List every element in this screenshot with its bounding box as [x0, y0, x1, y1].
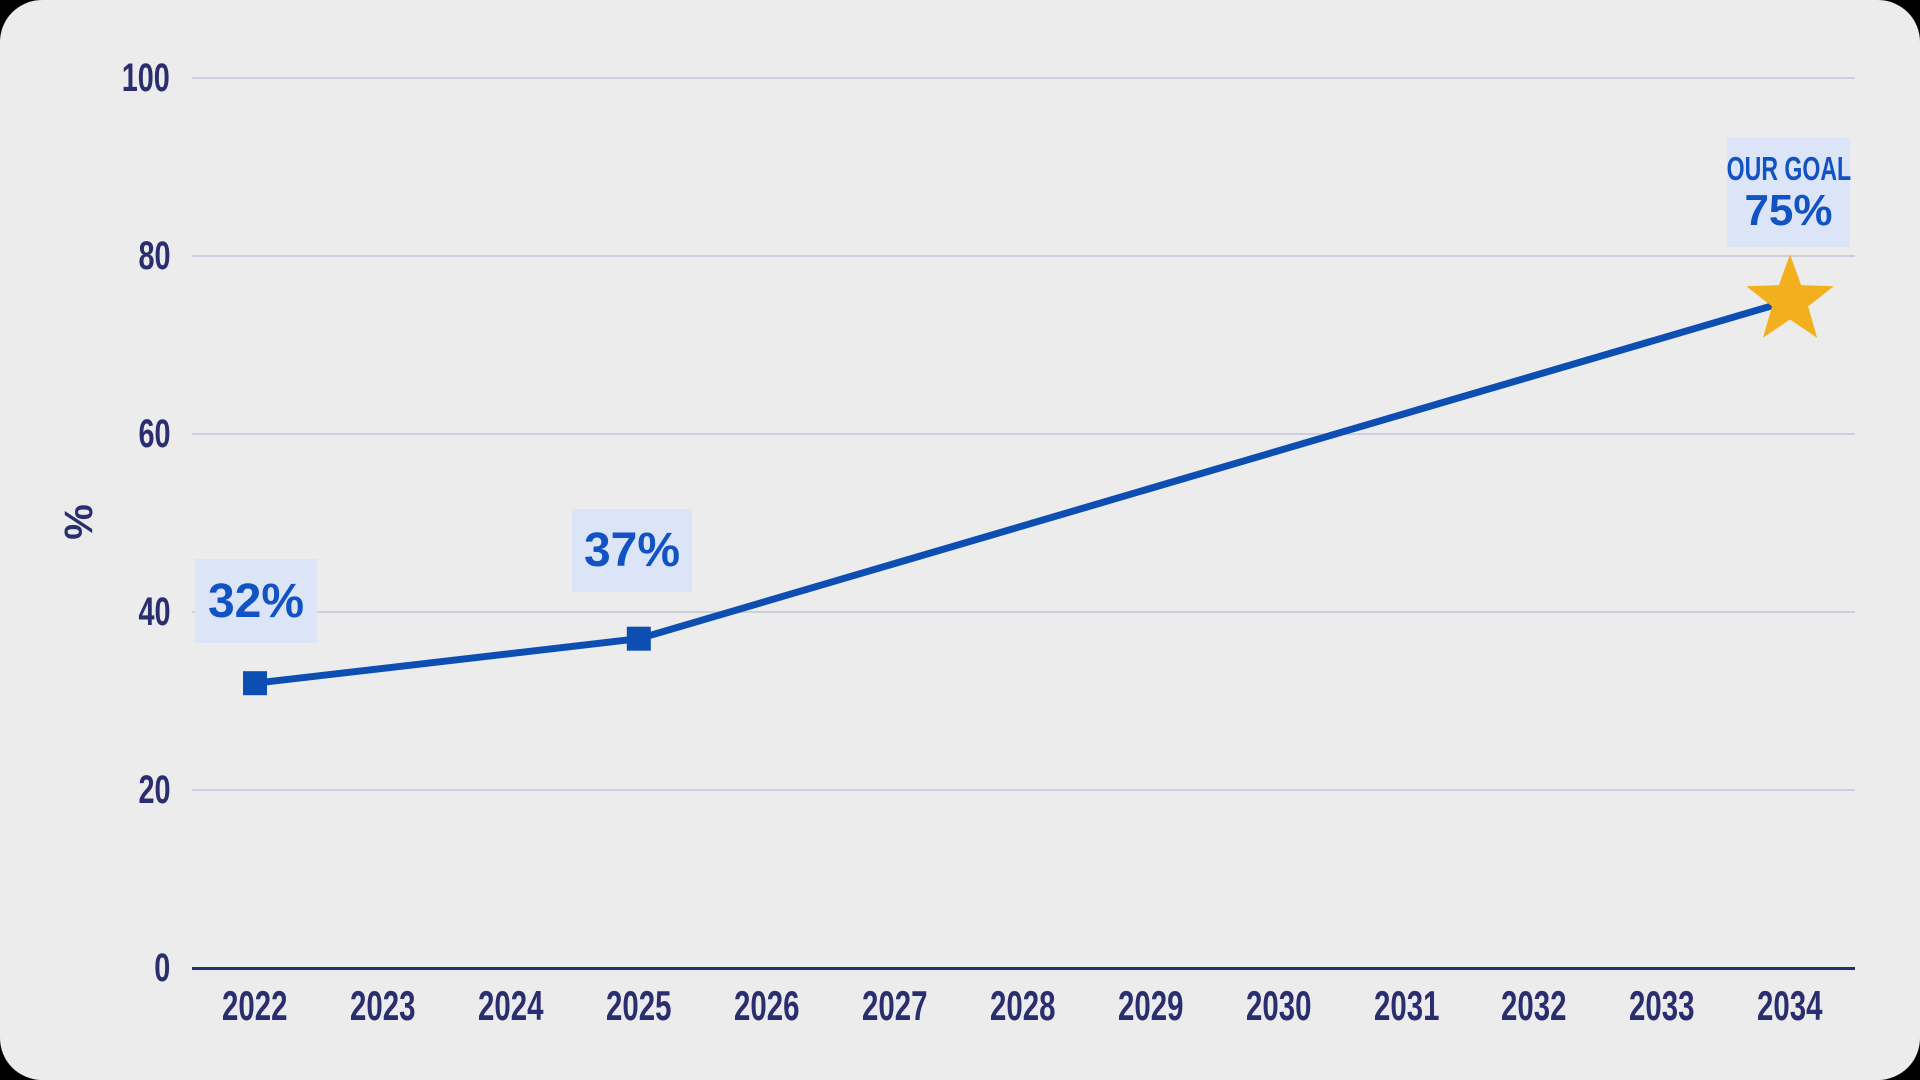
series-line [254, 297, 1791, 687]
square-marker-2025 [626, 626, 651, 651]
goal-star-icon [1746, 254, 1834, 338]
square-marker-2022 [243, 671, 267, 696]
